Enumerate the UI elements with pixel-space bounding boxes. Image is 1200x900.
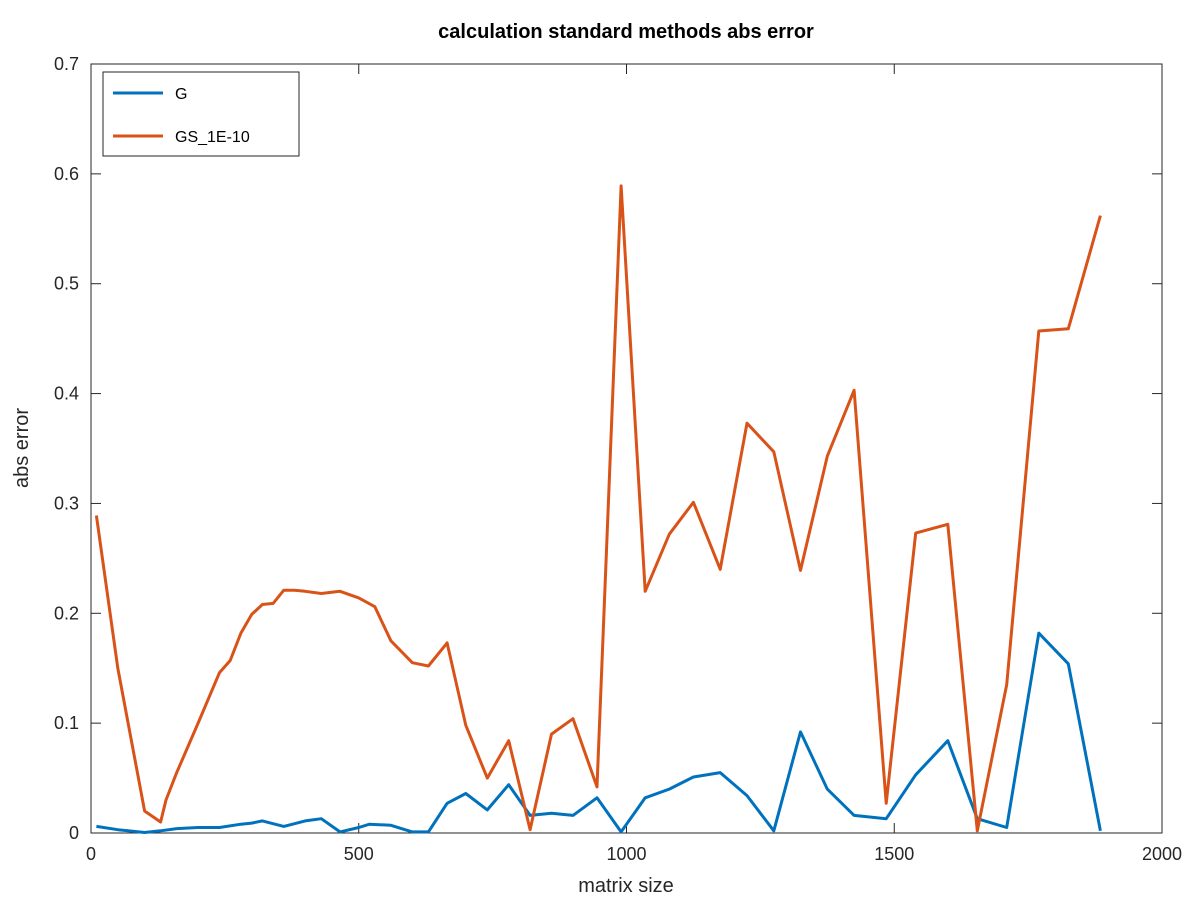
x-tick-label: 0 bbox=[86, 844, 96, 864]
series-line-gs-1e-10 bbox=[94, 184, 1102, 833]
series-line-g bbox=[96, 631, 1102, 834]
y-axis: 0 0.1 0.2 0.3 0.4 0.5 0.6 0.7 bbox=[54, 54, 1162, 843]
legend-box bbox=[102, 71, 300, 157]
x-tick-label: 2000 bbox=[1142, 844, 1182, 864]
y-tick-label: 0.7 bbox=[54, 54, 79, 74]
plot-area bbox=[90, 63, 1163, 834]
y-tick-label: 0.6 bbox=[54, 164, 79, 184]
series-lines bbox=[94, 184, 1102, 834]
x-tick-label: 1500 bbox=[874, 844, 914, 864]
legend-label-gs: GS_1E-10 bbox=[175, 129, 250, 146]
legend-label-g: G bbox=[175, 86, 187, 103]
y-tick-label: 0 bbox=[69, 823, 79, 843]
y-tick-label: 0.2 bbox=[54, 603, 79, 623]
x-axis: 0 500 1000 1500 2000 bbox=[86, 64, 1182, 864]
legend: G GS_1E-10 bbox=[102, 71, 300, 157]
y-axis-label: abs error bbox=[11, 408, 33, 488]
x-tick-label: 500 bbox=[344, 844, 374, 864]
x-tick-label: 1000 bbox=[606, 844, 646, 864]
y-tick-label: 0.4 bbox=[54, 384, 79, 404]
y-tick-label: 0.3 bbox=[54, 493, 79, 513]
y-tick-label: 0.1 bbox=[54, 713, 79, 733]
y-tick-label: 0.5 bbox=[54, 274, 79, 294]
chart-title: calculation standard methods abs error bbox=[438, 21, 814, 43]
x-axis-label: matrix size bbox=[578, 875, 674, 897]
